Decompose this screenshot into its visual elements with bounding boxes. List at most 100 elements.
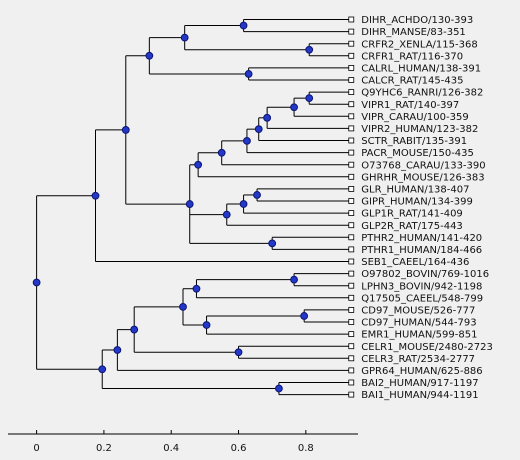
internal-node (268, 239, 277, 248)
internal-node (300, 312, 309, 320)
leaf-label: VIPR1_RAT/140-397 (361, 100, 459, 111)
leaf-label: CELR1_MOUSE/2480-2723 (361, 342, 493, 353)
internal-node (305, 94, 314, 103)
leaf-label: GLR_HUMAN/138-407 (361, 185, 469, 196)
internal-node (275, 384, 283, 393)
internal-node (244, 70, 253, 78)
leaf-label: CELR3_RAT/2534-2777 (361, 354, 475, 365)
internal-node (239, 21, 248, 30)
leaf-node (348, 28, 355, 35)
leaf-node (348, 16, 355, 23)
leaf-node (348, 40, 355, 47)
leaf-node (348, 282, 355, 289)
dendrogram-branches (36, 19, 352, 396)
internal-node (192, 284, 201, 293)
leaf-label: PTHR1_HUMAN/184-466 (361, 245, 482, 256)
leaf-label: CALRL_HUMAN/138-391 (361, 64, 481, 75)
leaf-node (348, 355, 355, 362)
x-tick-label: 0.6 (231, 443, 247, 454)
leaf-label: BAI2_HUMAN/917-1197 (361, 378, 478, 389)
leaf-label: Q9YHC6_RANRI/126-382 (361, 88, 483, 99)
leaf-label: O97802_BOVIN/769-1016 (361, 269, 489, 280)
leaf-label: SCTR_RABIT/135-391 (361, 136, 467, 147)
leaf-node (348, 367, 355, 374)
leaf-node (348, 391, 355, 398)
leaf-node (348, 294, 355, 301)
internal-node (222, 210, 231, 219)
leaf-node (348, 270, 355, 277)
leaf-node (348, 222, 355, 229)
internal-node-markers (32, 21, 314, 393)
leaf-node (348, 246, 355, 253)
leaf-label: BAI1_HUMAN/944-1191 (361, 390, 478, 401)
internal-node (305, 45, 314, 54)
internal-node (254, 125, 263, 134)
internal-node (91, 191, 100, 200)
internal-node (253, 191, 261, 199)
internal-node (217, 148, 226, 157)
leaf-node (348, 52, 355, 59)
leaf-node (348, 113, 355, 120)
leaf-node (348, 198, 355, 204)
leaf-label: DIHR_MANSE/83-351 (361, 27, 466, 38)
leaf-label: PTHR2_HUMAN/141-420 (361, 233, 482, 244)
internal-node (32, 278, 41, 287)
leaf-label: SEB1_CAEEL/164-436 (361, 257, 469, 268)
leaf-node (348, 185, 355, 192)
internal-node (290, 275, 298, 284)
leaf-label: VIPR2_HUMAN/123-382 (361, 124, 478, 135)
internal-node (98, 365, 107, 374)
internal-node (290, 103, 298, 112)
internal-node (179, 302, 187, 311)
x-tick-label: 0.8 (298, 443, 314, 454)
leaf-node (348, 319, 355, 325)
leaf-node (348, 379, 355, 386)
internal-node (263, 113, 272, 122)
leaf-node (348, 125, 355, 132)
leaf-label: GLP1R_RAT/141-409 (361, 209, 463, 220)
leaf-label: O73768_CARAU/133-390 (361, 160, 485, 171)
leaf-label: Q17505_CAEEL/548-799 (361, 293, 483, 304)
leaf-node (348, 258, 355, 265)
leaf-node (348, 173, 355, 180)
leaf-node (348, 210, 355, 217)
leaf-label: GIPR_HUMAN/134-399 (361, 197, 473, 208)
x-tick-label: 0 (33, 443, 39, 454)
leaf-node (348, 77, 355, 83)
internal-node (121, 126, 130, 134)
leaf-label: CRFR1_RAT/116-370 (361, 51, 463, 62)
internal-node (180, 33, 189, 42)
internal-node (234, 348, 243, 357)
leaf-label: VIPR_CARAU/100-359 (361, 112, 468, 123)
leaf-label: LPHN3_BOVIN/942-1198 (361, 281, 482, 292)
leaf-node (348, 89, 355, 95)
internal-node (185, 200, 194, 208)
leaf-label: GPR64_HUMAN/625-886 (361, 366, 482, 377)
leaf-label: PACR_MOUSE/150-435 (361, 148, 474, 159)
leaf-label: GHRHR_MOUSE/126-383 (361, 172, 484, 183)
x-tick-label: 0.4 (163, 443, 179, 454)
internal-node (194, 160, 203, 169)
leaf-node (348, 234, 355, 241)
internal-node (202, 321, 211, 329)
internal-node (130, 325, 139, 334)
leaf-node (348, 65, 355, 71)
leaf-label: CRFR2_XENLA/115-368 (361, 39, 477, 50)
leaf-node (348, 343, 355, 350)
leaf-node (348, 101, 355, 108)
leaf-labels: DIHR_ACHDO/130-393DIHR_MANSE/83-351CRFR2… (361, 15, 493, 401)
x-tick-label: 0.2 (96, 443, 112, 454)
leaf-label: EMR1_HUMAN/599-851 (361, 330, 477, 341)
leaf-label: CALCR_RAT/145-435 (361, 76, 463, 87)
internal-node (145, 51, 154, 60)
leaf-label: DIHR_ACHDO/130-393 (361, 15, 473, 26)
internal-node (113, 346, 122, 354)
internal-node (243, 136, 251, 145)
leaf-node (348, 306, 355, 313)
x-axis: 0 0.2 0.4 0.6 0.8 (8, 430, 358, 454)
leaf-node (348, 161, 355, 168)
leaf-node (348, 137, 355, 144)
leaf-node (348, 331, 355, 338)
leaf-label: GLP2R_RAT/175-443 (361, 221, 463, 232)
leaf-node (348, 149, 355, 156)
